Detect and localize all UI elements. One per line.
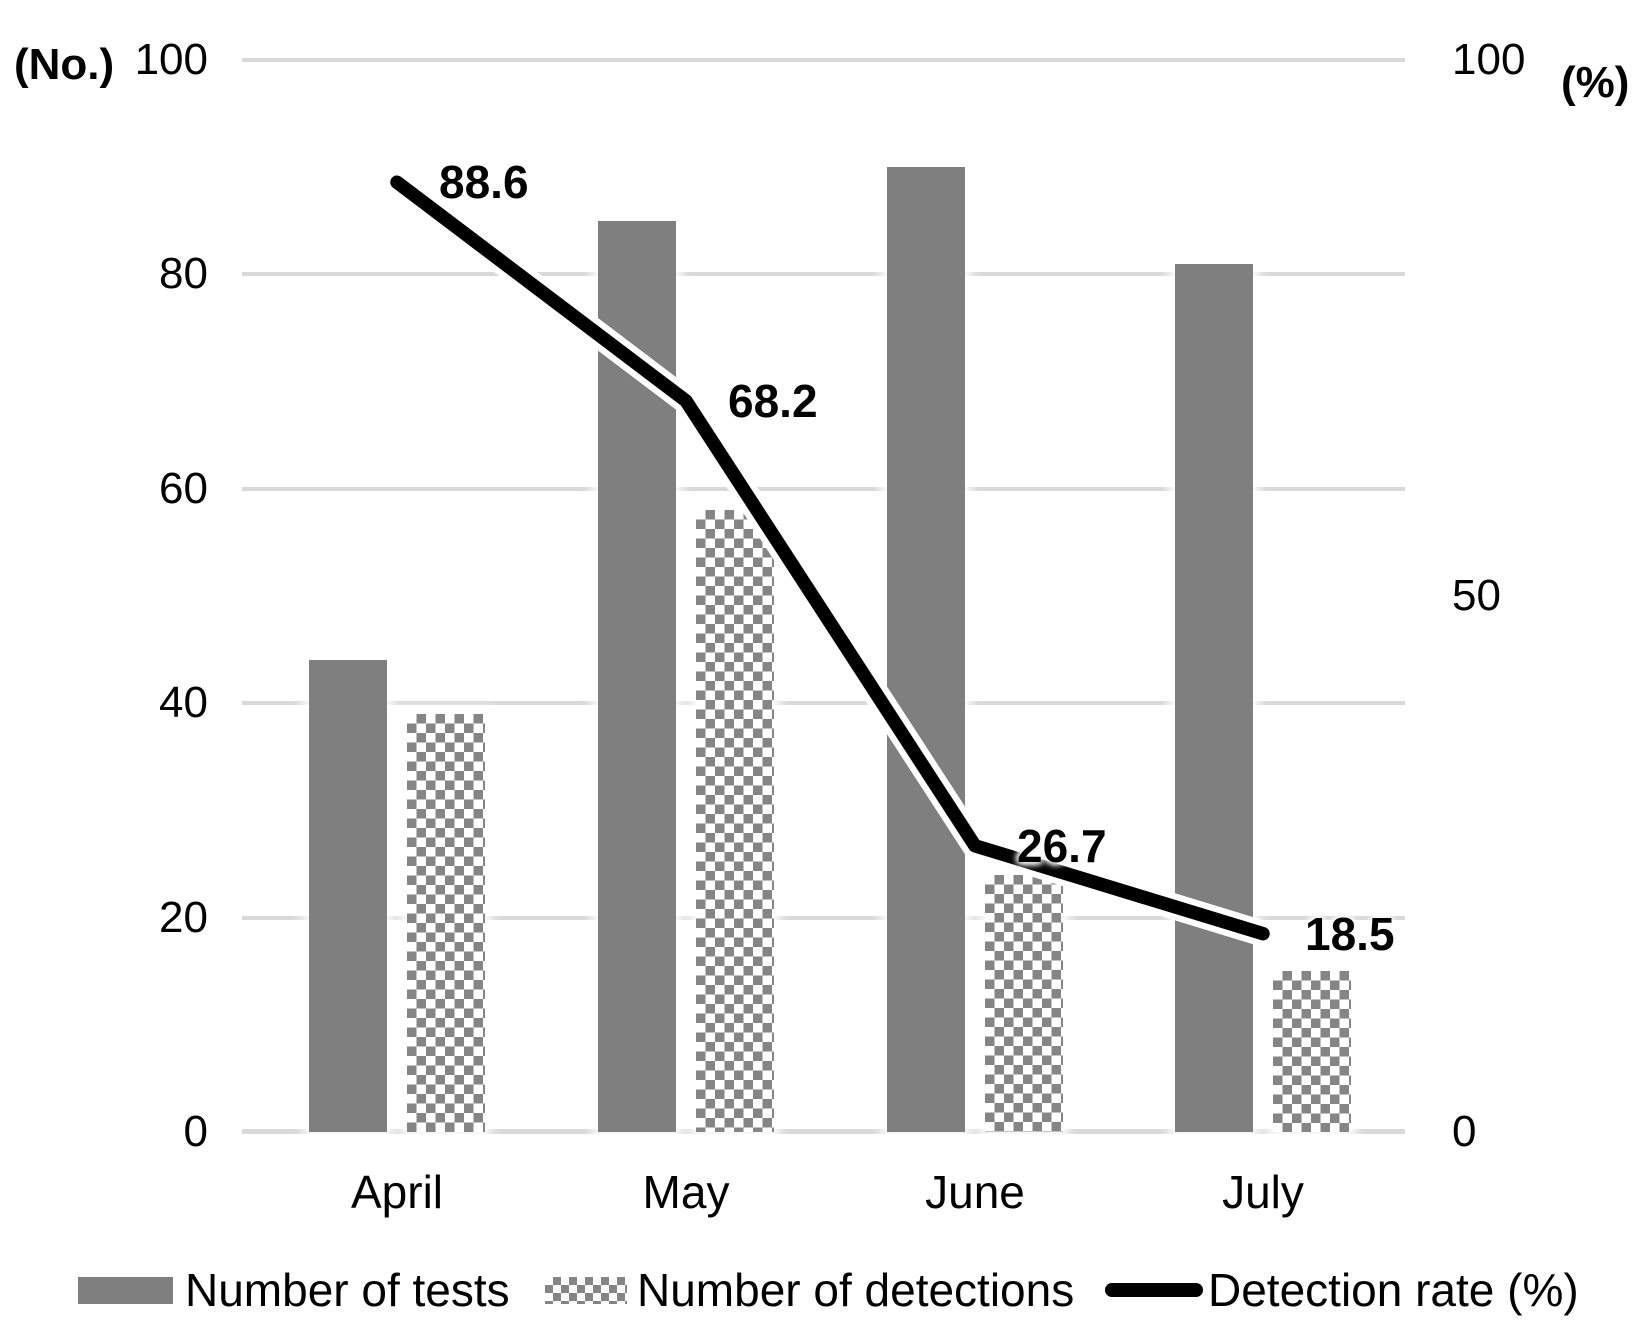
detection-rate-value-label-july: 18.5: [1305, 908, 1395, 960]
y-axis-left-tick-label: 80: [159, 249, 208, 299]
legend-label-number-of-detections: Number of detections: [637, 1264, 1075, 1316]
bar-detections-june: [985, 874, 1063, 1132]
detection-rate-value-label-june: 26.7: [1017, 820, 1107, 872]
tests-bar-swatch-icon: [78, 1276, 173, 1304]
x-axis-label-april: April: [350, 1166, 444, 1218]
left-axis-unit-label: (No.): [14, 40, 115, 89]
bar-detections-april: [407, 713, 485, 1132]
right-axis-unit-label: (%): [1561, 58, 1630, 107]
legend-item-number-of-tests: Number of tests: [78, 1262, 510, 1318]
x-axis-label-may: May: [642, 1166, 730, 1218]
gridline: [242, 486, 1405, 491]
legend-item-detection-rate: Detection rate (%): [1105, 1262, 1579, 1318]
bar-tests-april: [309, 660, 387, 1132]
detection-rate-value-label-may: 68.2: [728, 375, 818, 427]
bar-tests-june: [887, 167, 965, 1132]
bar-detections-may: [696, 510, 774, 1132]
legend-label-detection-rate: Detection rate (%): [1208, 1264, 1579, 1316]
plot-area: 88.6 68.2 26.7 18.5: [242, 58, 1405, 1134]
x-axis-label-july: July: [1222, 1166, 1304, 1218]
bar-detections-july: [1273, 971, 1351, 1132]
detection-rate-line: [384, 169, 1276, 947]
y-axis-left-tick-label: 60: [159, 463, 208, 513]
gridline: [242, 272, 1405, 277]
y-axis-left-tick-label: 40: [159, 678, 208, 728]
bar-tests-july: [1175, 263, 1253, 1132]
detection-rate-line-swatch-icon: [1105, 1283, 1203, 1297]
legend-label-number-of-tests: Number of tests: [185, 1264, 510, 1316]
y-axis-left-tick-label: 100: [134, 35, 208, 84]
y-axis-right-tick-label: 100: [1452, 35, 1526, 84]
detection-rate-value-label-april: 88.6: [439, 156, 529, 208]
gridline: [242, 701, 1405, 706]
y-axis-left-tick-label: 20: [159, 892, 208, 942]
legend-item-number-of-detections: Number of detections: [545, 1262, 1074, 1318]
gridline: [242, 58, 1405, 62]
y-axis-left-tick-label: 0: [183, 1107, 208, 1156]
y-axis-right-tick-label: 50: [1452, 571, 1501, 620]
gridline: [242, 915, 1405, 920]
detections-bar-swatch-icon: [545, 1276, 627, 1304]
y-axis-right-tick-label: 0: [1452, 1107, 1477, 1156]
x-axis-label-june: June: [925, 1166, 1025, 1218]
legend: Number of tests Number of detections Det…: [0, 1262, 1642, 1324]
x-axis-baseline: [242, 1129, 1405, 1134]
